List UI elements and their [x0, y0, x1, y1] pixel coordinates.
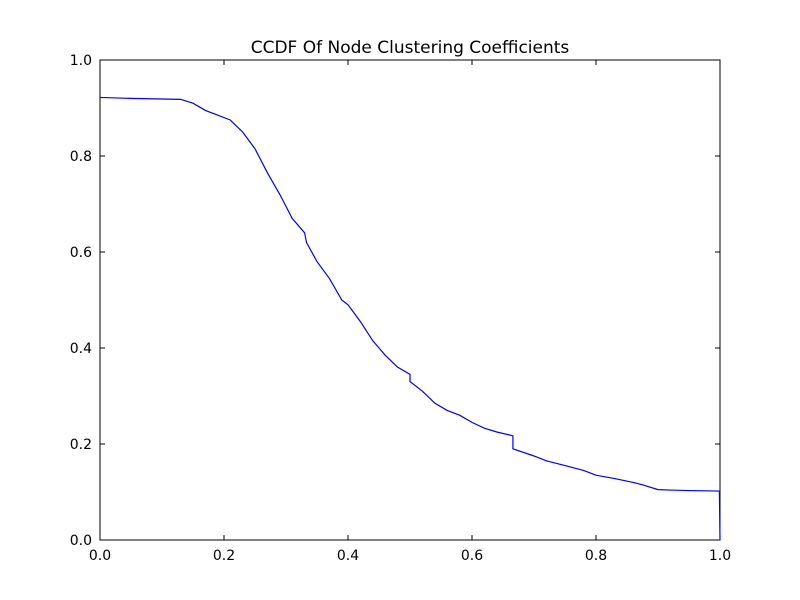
y-tick-label: 0.6: [70, 245, 92, 261]
y-tick-label: 1.0: [70, 53, 92, 69]
y-tick-label: 0.2: [70, 437, 92, 453]
y-tick-label: 0.8: [70, 149, 92, 165]
x-tick-label: 0.6: [461, 548, 483, 564]
y-tick-label: 0.4: [70, 341, 92, 357]
ccdf-series-line: [99, 96, 721, 541]
x-tick-label: 1.0: [709, 548, 731, 564]
x-tick-label: 0.8: [585, 548, 607, 564]
y-tick-label: 0.0: [70, 533, 92, 549]
axes-frame: [99, 59, 721, 541]
x-tick-label: 0.2: [213, 548, 235, 564]
chart-title: CCDF Of Node Clustering Coefficients: [251, 38, 570, 58]
plot-area: 0.0 0.2 0.4 0.6 0.8 1.0 0.0 0.2 0.4 0.6 0.8 1.0: [70, 53, 731, 564]
x-tick-label: 0.4: [337, 548, 359, 564]
tick-labels: 0.0 0.2 0.4 0.6 0.8 1.0 0.0 0.2 0.4 0.6 0.8 1.0: [70, 53, 731, 564]
x-tick-label: 0.0: [89, 548, 111, 564]
ticks: [99, 59, 721, 541]
